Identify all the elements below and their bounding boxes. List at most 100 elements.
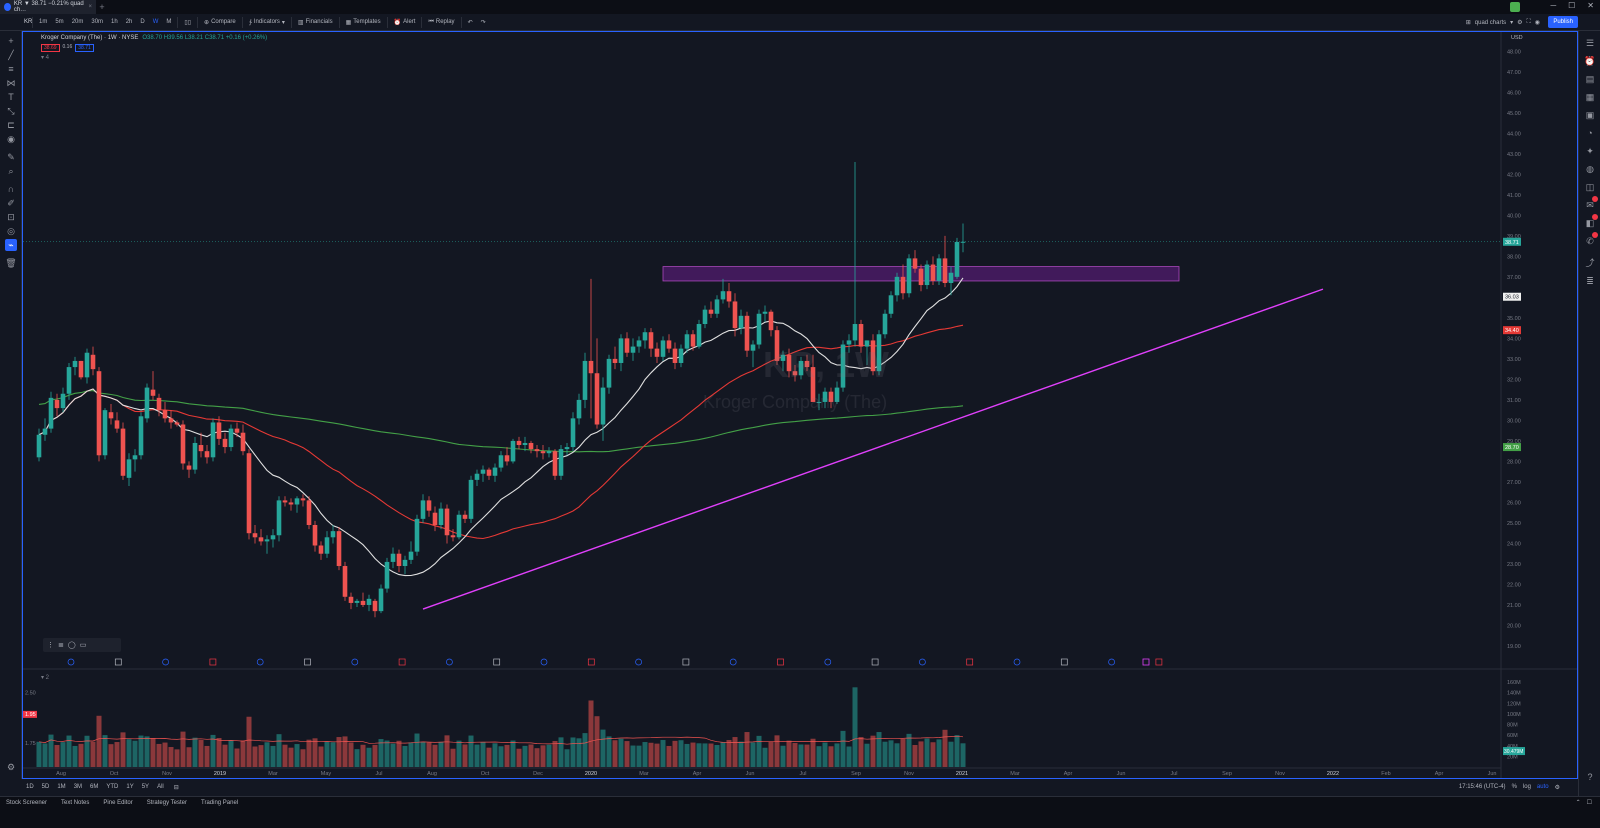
- volume-bar[interactable]: [312, 738, 318, 767]
- candle-body[interactable]: [774, 330, 780, 361]
- earnings-marker[interactable]: [1060, 658, 1068, 666]
- candle-body[interactable]: [222, 438, 228, 448]
- volume-bar[interactable]: [876, 732, 882, 767]
- earnings-marker[interactable]: [114, 658, 122, 666]
- volume-bar[interactable]: [798, 744, 804, 767]
- crosshair-icon[interactable]: +: [8, 36, 14, 46]
- candle-body[interactable]: [504, 455, 510, 462]
- candle-body[interactable]: [516, 440, 522, 446]
- candle-body[interactable]: [732, 301, 738, 329]
- volume-bar[interactable]: [42, 743, 48, 767]
- candle-body[interactable]: [540, 451, 546, 454]
- volume-bar[interactable]: [432, 744, 438, 767]
- eye-icon[interactable]: ◉: [7, 134, 15, 144]
- volume-bar[interactable]: [564, 749, 570, 767]
- dividend-marker[interactable]: [1013, 658, 1021, 666]
- candle-body[interactable]: [498, 455, 504, 468]
- candle-body[interactable]: [810, 367, 816, 402]
- candle-body[interactable]: [522, 442, 528, 446]
- candle-body[interactable]: [936, 258, 942, 281]
- candle-body[interactable]: [312, 525, 318, 546]
- volume-bar[interactable]: [882, 741, 888, 767]
- candle-body[interactable]: [402, 559, 408, 567]
- symbol-name[interactable]: Kroger Company (The) · 1W · NYSE: [41, 35, 139, 41]
- candle-body[interactable]: [858, 324, 864, 347]
- volume-bar[interactable]: [888, 740, 894, 767]
- news-icon[interactable]: ◔: [1587, 128, 1593, 138]
- new-tab-button[interactable]: +: [99, 2, 105, 12]
- volume-bar[interactable]: [36, 741, 42, 767]
- volume-bar[interactable]: [450, 748, 456, 767]
- ticker-list-icon[interactable]: ≣: [1586, 276, 1594, 286]
- volume-bar[interactable]: [198, 740, 204, 767]
- candle-body[interactable]: [42, 428, 48, 435]
- rectangle-icon[interactable]: ▭: [79, 642, 87, 649]
- volume-bar[interactable]: [702, 743, 708, 767]
- candle-body[interactable]: [162, 410, 168, 419]
- ideas-icon[interactable]: ✦: [1586, 146, 1594, 156]
- volume-bar[interactable]: [48, 734, 54, 767]
- earnings-marker[interactable]: [682, 658, 690, 666]
- prediction-tool-icon[interactable]: ⤡: [7, 106, 15, 116]
- volume-bar[interactable]: [738, 741, 744, 767]
- dividend-marker[interactable]: [635, 658, 642, 666]
- candle-body[interactable]: [78, 360, 84, 378]
- range-6m[interactable]: 6M: [90, 784, 99, 790]
- candle-body[interactable]: [594, 373, 600, 425]
- candle-body[interactable]: [960, 241, 966, 243]
- candle-body[interactable]: [660, 340, 666, 357]
- chats-icon[interactable]: ◫: [1585, 182, 1595, 192]
- panel-tab-trading-panel[interactable]: Trading Panel: [201, 799, 239, 806]
- candle-body[interactable]: [102, 410, 108, 456]
- fullscreen-icon[interactable]: ⛶: [1526, 19, 1531, 25]
- candle-body[interactable]: [678, 348, 684, 363]
- sync-drawings-icon[interactable]: ⌁: [5, 239, 17, 251]
- candle-body[interactable]: [468, 479, 474, 519]
- volume-bar[interactable]: [120, 732, 126, 767]
- volume-bar[interactable]: [816, 746, 822, 767]
- ask-price[interactable]: 38.71: [75, 44, 94, 52]
- alarm-clock-icon[interactable]: ⏰: [1584, 56, 1596, 66]
- volume-bar[interactable]: [336, 737, 342, 767]
- candle-body[interactable]: [210, 422, 216, 458]
- earnings-marker[interactable]: [871, 658, 879, 666]
- candle-body[interactable]: [324, 537, 330, 554]
- candle-body[interactable]: [924, 264, 930, 286]
- volume-bar[interactable]: [342, 736, 348, 767]
- trendline[interactable]: [422, 288, 1324, 610]
- volume-bar[interactable]: [516, 748, 522, 767]
- candle-body[interactable]: [600, 387, 606, 425]
- interval-d[interactable]: D: [140, 19, 145, 25]
- candle-body[interactable]: [738, 315, 744, 329]
- volume-bar[interactable]: [942, 729, 948, 767]
- candle-body[interactable]: [294, 498, 300, 505]
- panel-tab-stock-screener[interactable]: Stock Screener: [6, 799, 48, 806]
- candle-body[interactable]: [186, 465, 192, 470]
- candle-body[interactable]: [60, 393, 66, 409]
- candle-body[interactable]: [342, 566, 348, 597]
- candle-body[interactable]: [300, 498, 306, 501]
- candle-body[interactable]: [486, 469, 492, 476]
- volume-bar[interactable]: [828, 746, 834, 767]
- candle-body[interactable]: [420, 500, 426, 519]
- interval-1h[interactable]: 1h: [111, 19, 118, 25]
- candle-body[interactable]: [528, 442, 534, 450]
- chart-tab[interactable]: KR ▼ 38.71 −0.21% quad ch… ×: [0, 0, 96, 14]
- candle-body[interactable]: [636, 340, 642, 347]
- volume-bar[interactable]: [414, 733, 420, 767]
- volume-bar[interactable]: [366, 747, 372, 767]
- layout-grid-icon[interactable]: ⊞: [1465, 20, 1471, 26]
- interval-20m[interactable]: 20m: [71, 19, 84, 25]
- messages-icon[interactable]: ✉: [1584, 196, 1598, 211]
- volume-bar[interactable]: [528, 744, 534, 767]
- volume-bar[interactable]: [96, 715, 102, 767]
- candle-body[interactable]: [948, 272, 954, 283]
- volume-bar[interactable]: [756, 735, 762, 767]
- candle-body[interactable]: [714, 299, 720, 314]
- candle-body[interactable]: [114, 420, 120, 429]
- volume-bar[interactable]: [426, 742, 432, 767]
- candle-body[interactable]: [870, 340, 876, 372]
- candle-body[interactable]: [930, 264, 936, 281]
- candle-body[interactable]: [702, 309, 708, 325]
- lock-icon[interactable]: ⊡: [7, 212, 15, 222]
